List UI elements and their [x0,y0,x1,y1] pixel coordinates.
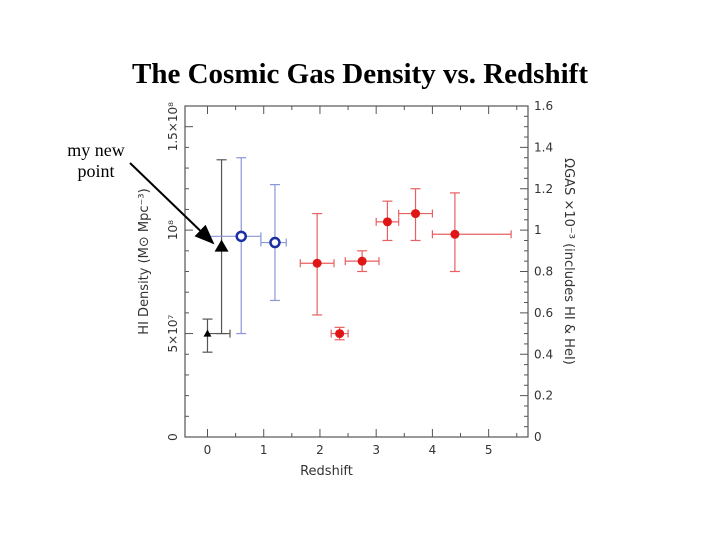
y-tick-label: 0 [166,433,180,441]
y2-tick-label: 1 [534,223,542,237]
data-point [335,329,345,339]
y2-tick-label: 1.6 [534,99,553,113]
y2-tick-label: 0.8 [534,265,553,279]
data-point [203,329,212,337]
x-tick-label: 4 [429,443,437,457]
y2-axis-label: ΩGAS ×10⁻³ (includes HI & HeI) [561,158,576,365]
data-point [382,217,392,227]
data-point [214,239,229,252]
data-point [312,258,322,268]
plot-frame [184,105,529,438]
chart-title: The Cosmic Gas Density vs. Redshift [132,58,588,90]
x-tick-label: 5 [485,443,493,457]
y2-tick-label: 1.4 [534,140,553,154]
y2-tick-label: 0.4 [534,347,553,361]
annotation-label: my new point [67,140,125,181]
x-axis-label: Redshift [300,464,353,479]
y-tick-label: 5×10⁷ [166,314,180,352]
data-point [235,230,247,243]
annotation-arrow [129,162,215,245]
data-point [357,256,367,266]
x-tick-label: 3 [372,443,380,457]
y-tick-label: 1.5×10⁸ [166,102,180,151]
y2-tick-label: 1.2 [534,182,553,196]
x-tick-label: 2 [316,443,324,457]
y-tick-label: 10⁸ [166,220,180,240]
y-axis-label: HI Density (M⊙ Mpc⁻³) [137,188,152,334]
data-point [450,229,460,239]
x-tick-label: 0 [204,443,212,457]
data-point [269,236,281,249]
y2-tick-label: 0.2 [534,389,553,403]
data-point [411,209,421,219]
y2-tick-label: 0.6 [534,306,553,320]
y2-tick-label: 0 [534,430,542,444]
x-tick-label: 1 [260,443,268,457]
